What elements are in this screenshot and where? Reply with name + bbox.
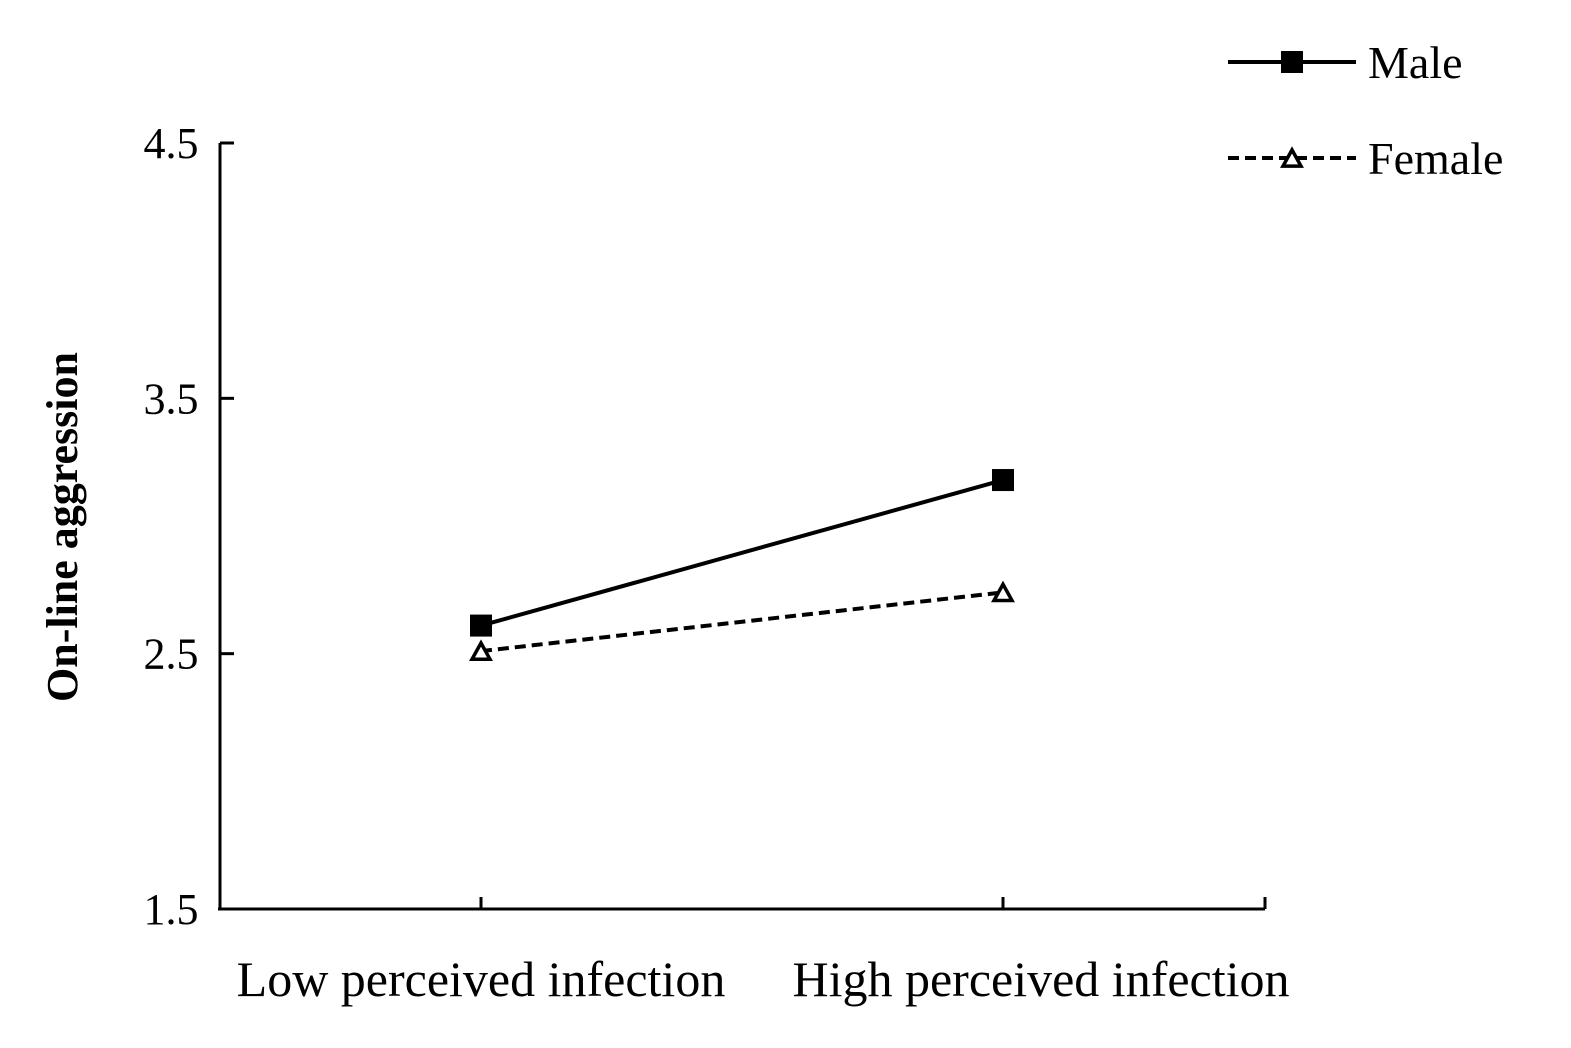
legend-label: Male xyxy=(1368,37,1463,88)
series-male xyxy=(470,469,1014,637)
y-tick-label: 4.5 xyxy=(144,119,199,168)
data-point xyxy=(470,614,492,637)
legend-item-female: Female xyxy=(1228,133,1503,184)
data-point xyxy=(992,469,1014,492)
y-tick-label: 3.5 xyxy=(144,374,199,423)
legend-marker xyxy=(1281,51,1303,73)
legend: Male Female xyxy=(1228,37,1503,184)
legend-label: Female xyxy=(1368,133,1503,184)
series-line xyxy=(480,478,1004,628)
axes: 1.5 2.5 3.5 4.5 Low perceived infection High … xyxy=(144,119,1290,1007)
x-tick-label: High perceived infection xyxy=(792,951,1289,1007)
y-tick-label: 1.5 xyxy=(144,885,199,934)
x-tick-label: Low perceived infection xyxy=(237,951,726,1007)
series-female xyxy=(469,580,1015,661)
series-layer xyxy=(469,469,1015,661)
series-line xyxy=(480,590,1004,654)
data-point xyxy=(991,580,1015,603)
legend-item-male: Male xyxy=(1228,37,1463,88)
y-axis-label: On-line aggression xyxy=(38,352,87,702)
y-tick-label: 2.5 xyxy=(144,630,199,679)
legend-marker xyxy=(1280,146,1304,168)
data-point xyxy=(469,639,493,661)
